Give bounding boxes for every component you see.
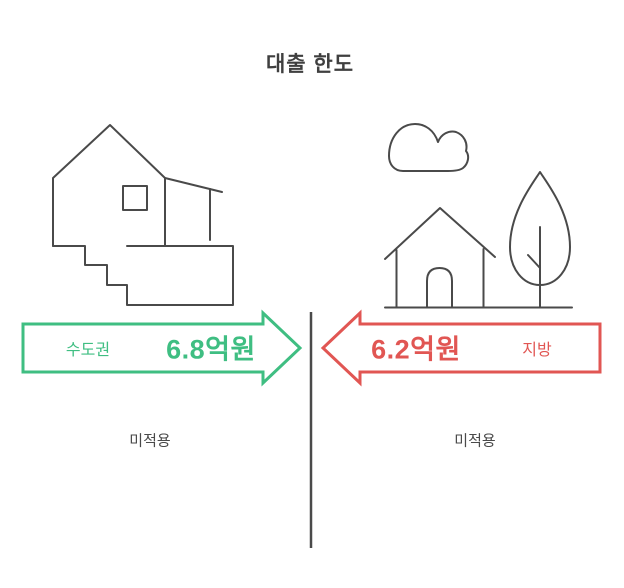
countryside-scene-icon	[384, 123, 573, 309]
city-house-walls	[52, 124, 166, 247]
page-title: 대출 한도	[265, 53, 355, 76]
city-house-roof-slant	[164, 177, 223, 193]
cloud-icon	[388, 123, 470, 172]
regional-left-arrow-icon	[320, 309, 602, 387]
rural-house-door	[426, 267, 453, 309]
capital-right-arrow-icon	[21, 309, 303, 387]
city-house-icon	[52, 124, 234, 306]
regional-region-label: 지방	[522, 342, 552, 359]
rural-house-roof	[384, 207, 496, 260]
regional-note-label: 미적용	[454, 432, 496, 450]
city-house-window	[122, 185, 148, 211]
capital-amount-value: 6.8억원	[166, 334, 256, 365]
capital-region-label: 수도권	[65, 342, 111, 359]
city-house-steps	[52, 245, 234, 306]
regional-amount-value: 6.2억원	[371, 334, 461, 365]
tree-branch	[527, 254, 541, 269]
capital-note-label: 미적용	[129, 432, 171, 450]
